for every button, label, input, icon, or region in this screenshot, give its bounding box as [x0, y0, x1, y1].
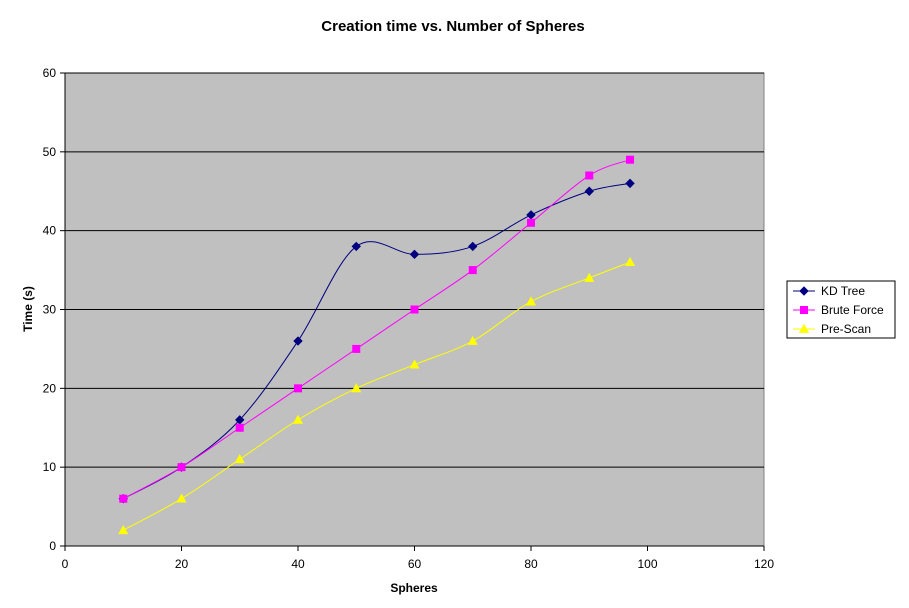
data-point-pre-scan-10	[118, 525, 129, 535]
x-axis-title: Spheres	[390, 581, 438, 595]
x-tick-label-0: 0	[62, 557, 69, 571]
data-point-pre-scan-70	[467, 335, 478, 345]
data-point-kd-tree-70	[468, 241, 478, 252]
y-axis-ticks: 0 10 20 30 40 50 60	[43, 66, 65, 553]
data-point-pre-scan-80	[525, 296, 537, 306]
x-tick-label-120: 120	[754, 557, 774, 571]
data-point-brute-force-60	[410, 305, 419, 314]
legend-label-brute-force: Brute Force	[821, 303, 884, 317]
x-tick-label-60: 60	[408, 557, 422, 571]
data-point-brute-force-20	[177, 463, 186, 472]
legend-label-pre-scan: Pre-Scan	[821, 322, 871, 336]
legend-label-kd-tree: KD Tree	[821, 284, 865, 298]
x-axis-ticks: 0 20 40 60 80 100 120	[62, 546, 774, 571]
legend-item-kd-tree: KD Tree	[793, 284, 865, 298]
data-point-brute-force-90	[585, 171, 594, 180]
data-point-brute-force-40	[294, 384, 302, 393]
x-tick-label-100: 100	[637, 557, 657, 571]
data-point-brute-force-80	[527, 218, 535, 227]
x-tick-label-40: 40	[291, 557, 305, 571]
legend-marker-brute-force	[800, 306, 808, 314]
legend-item-brute-force: Brute Force	[793, 303, 884, 317]
data-point-pre-scan-50	[351, 383, 362, 393]
data-point-pre-scan-90	[584, 272, 595, 282]
y-tick-label-0: 0	[49, 539, 56, 553]
data-point-pre-scan-60	[409, 359, 420, 369]
data-point-pre-scan-20	[176, 493, 187, 503]
y-tick-label-20: 20	[43, 381, 57, 395]
data-point-pre-scan-97	[624, 256, 636, 267]
data-point-kd-tree-97	[625, 178, 635, 189]
data-point-brute-force-10	[119, 494, 128, 503]
data-point-brute-force-30	[235, 423, 244, 432]
data-point-kd-tree-60	[409, 249, 420, 260]
legend-marker-kd-tree	[799, 286, 809, 296]
series-layer	[118, 155, 636, 535]
data-point-pre-scan-30	[234, 454, 245, 464]
data-point-kd-tree-90	[584, 186, 594, 196]
data-point-kd-tree-40	[293, 336, 303, 346]
y-tick-label-30: 30	[43, 303, 57, 317]
series-line-brute-force	[123, 159, 631, 500]
legend-marker-pre-scan	[798, 323, 810, 333]
data-point-brute-force-97	[626, 155, 635, 164]
legend-items: KD Tree Brute Force Pre-Scan	[793, 284, 884, 336]
y-axis-title: Time (s)	[21, 286, 35, 332]
legend-item-pre-scan: Pre-Scan	[793, 322, 871, 336]
series-line-pre-scan	[123, 261, 631, 531]
x-tick-label-20: 20	[175, 557, 189, 571]
data-point-kd-tree-50	[351, 241, 361, 252]
data-point-brute-force-70	[468, 266, 477, 275]
data-point-pre-scan-40	[292, 414, 304, 424]
data-point-brute-force-50	[352, 344, 361, 353]
series-brute-force	[119, 155, 635, 503]
y-tick-label-60: 60	[43, 66, 57, 80]
chart-title: Creation time vs. Number of Spheres	[321, 18, 584, 35]
x-tick-label-80: 80	[524, 557, 538, 571]
series-pre-scan	[118, 256, 636, 535]
legend: KD Tree Brute Force Pre-Scan	[786, 280, 896, 339]
y-tick-label-40: 40	[43, 224, 57, 238]
y-tick-label-10: 10	[43, 460, 57, 474]
y-tick-label-50: 50	[43, 145, 57, 159]
